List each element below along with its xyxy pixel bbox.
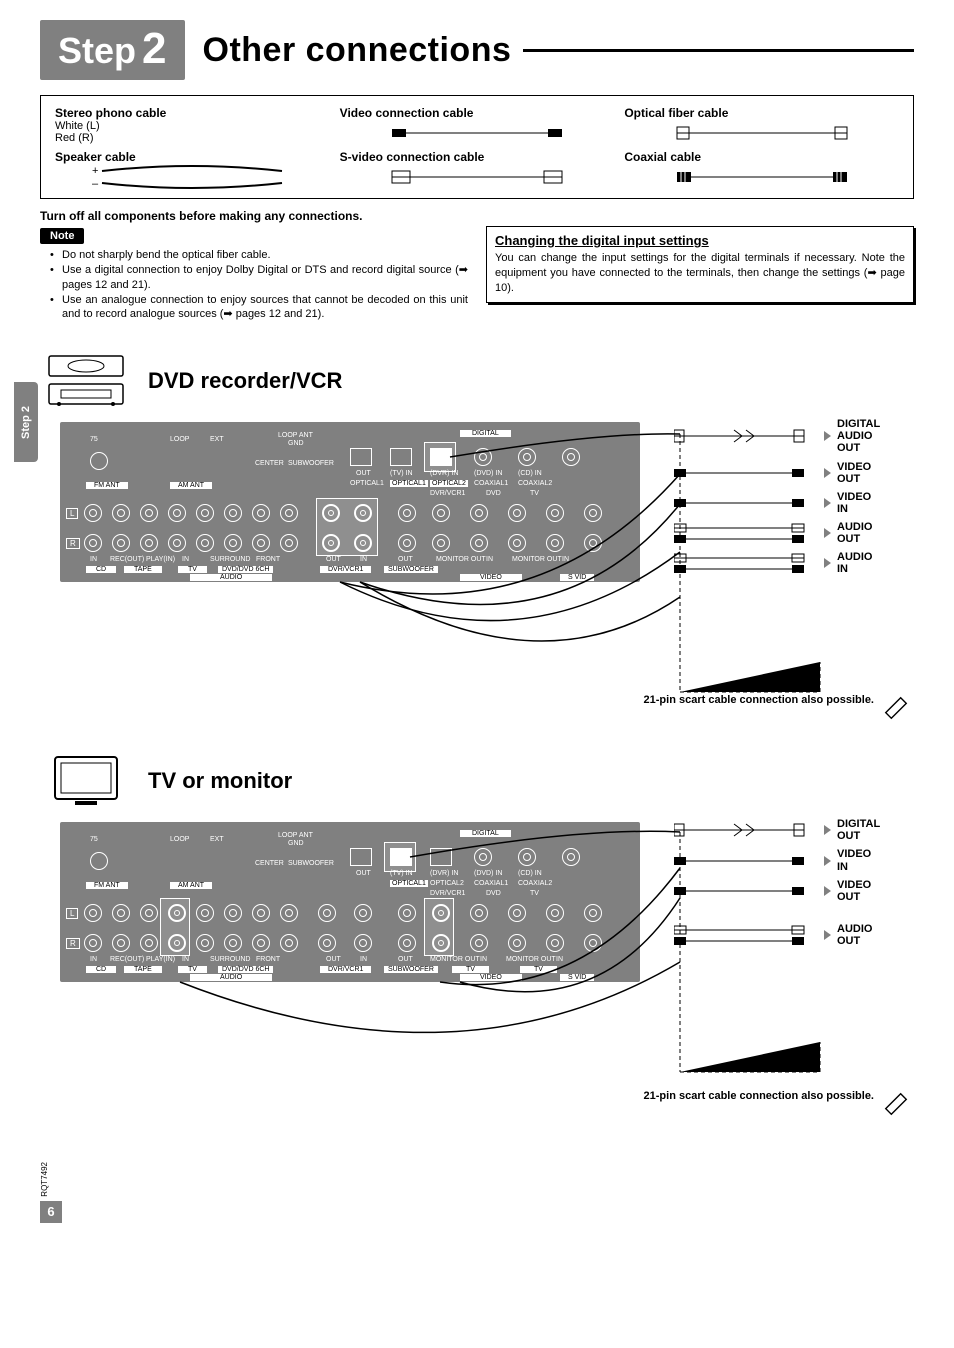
scart-note-tv: 21-pin scart cable connection also possi… [644,1090,874,1102]
cable-video-title: Video connection cable [340,106,615,120]
cable-svideo-title: S-video connection cable [340,150,615,164]
rqt-code: RQT7492 [40,1162,49,1197]
section-dvd: DVD recorder/VCR 75 LOOP EXT LOOP ANT GN… [40,350,914,722]
connections-dvd: DIGITALAUDIOOUT VIDEOOUT VIDEOIN AUDIOOU… [674,418,914,581]
side-tab: Step 2 [14,382,38,462]
dvd-section-title: DVD recorder/VCR [148,368,342,394]
page-header: Step 2 Other connections [40,20,914,80]
notes-list: Do not sharply bend the optical fiber ca… [40,248,468,322]
rear-panel-tv: 75 LOOP EXT LOOP ANT GND CENTER SUBWOOFE… [60,822,640,982]
conn-video-out: VIDEOOUT [674,461,914,485]
conn-video-in: VIDEOIN [674,491,914,515]
cable-optical-icon [624,122,899,144]
scart-icon [882,694,910,722]
conn-audio-in: AUDIOIN [674,551,914,575]
cable-stereo-red: Red (R) [55,132,330,144]
note-item: Use a digital connection to enjoy Dolby … [54,263,468,293]
page-title: Other connections [203,31,512,70]
cable-coax-icon [624,166,899,188]
scart-icon [882,1090,910,1118]
changing-settings-box: Changing the digital input settings You … [486,226,914,303]
page-number: 6 [40,1201,62,1223]
conn-video-in-tv: VIDEOIN [674,848,914,872]
cable-stereo-title: Stereo phono cable [55,106,330,120]
conn-digital-out: DIGITALOUT [674,818,914,842]
page-footer: RQT7492 6 [40,1162,914,1223]
step-number: 2 [142,24,166,74]
dvd-recorder-icon [40,350,132,412]
header-rule [523,49,914,52]
conn-audio-out: AUDIOOUT [674,521,914,545]
rear-panel-dvd: 75 LOOP EXT LOOP ANT GND CENTER SUBWOOFE… [60,422,640,582]
conn-audio-out-tv: AUDIOOUT [674,923,914,947]
cable-svideo-icon [340,166,615,188]
svg-text:+: + [92,165,98,177]
cable-video-icon [340,122,615,144]
cable-stereo-white: White (L) [55,120,330,132]
cable-speaker-title: Speaker cable [55,150,330,164]
conn-digital-audio-out: DIGITALAUDIOOUT [674,418,914,454]
tv-section-title: TV or monitor [148,768,292,794]
tv-monitor-icon [40,750,132,812]
note-badge: Note [40,228,84,244]
step-badge: Step 2 [40,20,185,80]
step-word: Step [58,30,136,72]
svg-text:–: – [92,178,99,190]
scart-note-dvd: 21-pin scart cable connection also possi… [644,694,874,706]
connections-tv: DIGITALOUT VIDEOIN VIDEOOUT AUDIOOUT [674,818,914,953]
changing-body: You can change the input settings for th… [495,251,905,296]
changing-title: Changing the digital input settings [495,233,905,248]
cable-optical-title: Optical fiber cable [624,106,899,120]
cable-speaker-icon: +– [55,166,330,188]
cable-coax-title: Coaxial cable [624,150,899,164]
section-tv: TV or monitor 75 LOOP EXT LOOP ANT GND C… [40,750,914,1112]
cable-legend-box: Stereo phono cable White (L) Red (R) Vid… [40,95,914,199]
turnoff-heading: Turn off all components before making an… [40,209,914,223]
note-item: Use an analogue connection to enjoy sour… [54,293,468,323]
note-item: Do not sharply bend the optical fiber ca… [54,248,468,263]
conn-video-out-tv: VIDEOOUT [674,879,914,903]
